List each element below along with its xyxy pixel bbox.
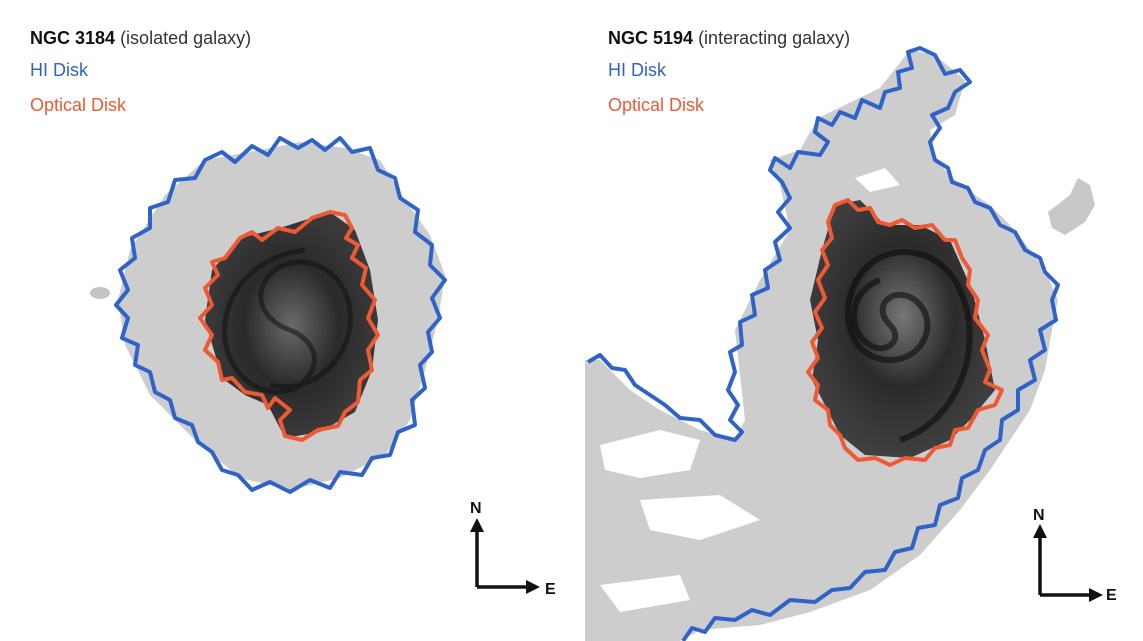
ngc5194-optical-emission xyxy=(810,200,995,458)
compass-right-north-label: N xyxy=(1033,507,1045,524)
compass-right-east-label: E xyxy=(1106,587,1117,604)
ngc5194-optical-contour xyxy=(806,198,1004,467)
ngc3184-panel xyxy=(90,136,447,494)
ngc5194-name: NGC 5194 xyxy=(608,28,694,48)
ngc3184-hi-cloud xyxy=(90,287,110,299)
ngc5194-title: NGC 5194 (interacting galaxy) xyxy=(608,28,850,48)
ngc3184-spiral-arms xyxy=(222,247,353,395)
ngc5194-hi-gap-1 xyxy=(855,168,900,192)
ngc3184-optical-disk-label: Optical Disk xyxy=(30,95,127,115)
ngc3184-description: (isolated galaxy) xyxy=(120,28,252,48)
ngc5194-hi-contour xyxy=(586,46,1060,641)
ngc3184-legend: NGC 3184 (isolated galaxy) HI Disk Optic… xyxy=(30,28,251,115)
ngc5194-hi-disk-label: HI Disk xyxy=(608,60,666,80)
compass-left-east-label: E xyxy=(545,581,556,598)
ngc5194-optical-disk-label: Optical Disk xyxy=(608,95,705,115)
compass-left-north-label: N xyxy=(470,500,482,517)
ngc3184-hi-disk-label: HI Disk xyxy=(30,60,88,80)
ngc5194-hi-cloud xyxy=(1048,178,1095,235)
ngc3184-title: NGC 3184 (isolated galaxy) xyxy=(30,28,251,48)
ngc5194-description: (interacting galaxy) xyxy=(698,28,851,48)
compass-right: N E xyxy=(1033,507,1117,604)
ngc3184-hi-contour xyxy=(114,136,447,494)
ngc5194-hi-gap-2 xyxy=(600,430,700,478)
ngc5194-hi-gap-3 xyxy=(640,495,760,540)
ngc3184-optical-contour xyxy=(198,210,380,442)
ngc5194-spiral-arms xyxy=(844,249,973,443)
ngc3184-name: NGC 3184 xyxy=(30,28,116,48)
ngc5194-hi-gap-4 xyxy=(600,575,690,612)
ngc5194-panel xyxy=(585,46,1095,641)
compass-left: N E xyxy=(470,500,556,598)
ngc5194-legend: NGC 5194 (interacting galaxy) HI Disk Op… xyxy=(608,28,850,115)
